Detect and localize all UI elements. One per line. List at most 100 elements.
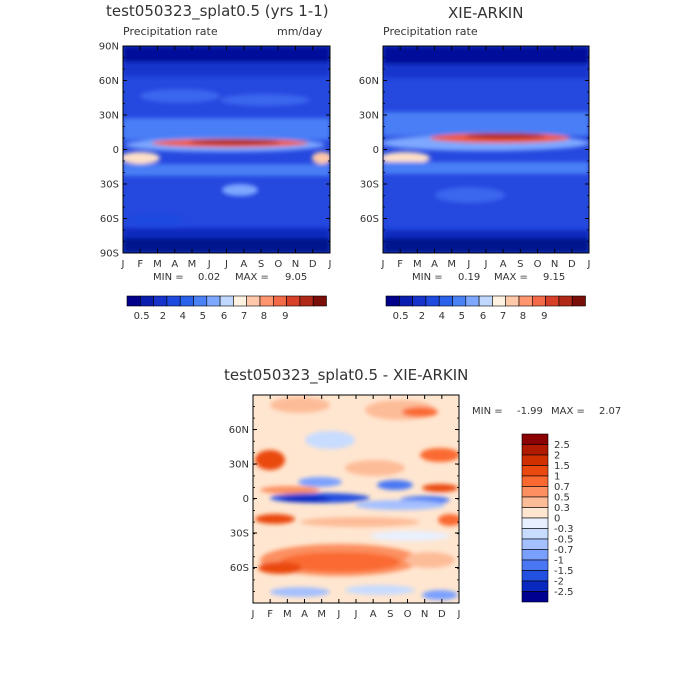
panel3-ytick-label: 60S: [230, 563, 249, 574]
panel1-field: [123, 46, 330, 253]
panel1-xtick-label: M: [153, 259, 162, 270]
colorbar3-swatch: [521, 444, 549, 456]
panel1-xtick-label: A: [240, 259, 247, 270]
colorbar3-swatch: [521, 559, 549, 571]
panel2-xtick-label: D: [568, 259, 576, 270]
colorbar1-label: 9: [282, 311, 288, 322]
panel2-min-label: MIN =: [412, 272, 443, 283]
colorbar1-swatch: [259, 295, 274, 307]
panel3-xtick-label: J: [336, 609, 340, 620]
panel3-xtick-label: J: [457, 609, 461, 620]
colorbar3-label: 1: [554, 472, 560, 483]
colorbar2-swatch: [438, 295, 453, 307]
colorbar1-label: 8: [261, 311, 267, 322]
colorbar1-label: 2: [160, 311, 166, 322]
panel1-min-label: MIN =: [153, 272, 184, 283]
panel3-xtick-label: J: [354, 609, 358, 620]
colorbar3-swatch: [521, 549, 549, 561]
colorbar1-swatch: [312, 295, 327, 307]
panel3-title: test050323_splat0.5 - XIE-ARKIN: [224, 366, 469, 384]
panel1-xtick-label: F: [137, 259, 143, 270]
colorbar1-swatch: [166, 295, 181, 307]
panel3-max-value: 2.07: [599, 406, 622, 417]
colorbar2-swatch: [478, 295, 493, 307]
colorbar1-swatch: [286, 295, 301, 307]
panel3-xtick-label: M: [283, 609, 292, 620]
colorbar2-label: 5: [459, 311, 465, 322]
colorbar3-swatch: [521, 454, 549, 466]
panel1-xtick-label: S: [258, 259, 264, 270]
panel2-max-label: MAX =: [494, 272, 528, 283]
colorbar1-swatch: [272, 295, 287, 307]
colorbar2-swatch: [518, 295, 533, 307]
colorbar1-swatch: [299, 295, 314, 307]
colorbar2-swatch: [571, 295, 586, 307]
colorbar3-swatch: [521, 496, 549, 508]
colorbar3-swatch: [521, 538, 549, 550]
colorbar3-swatch: [521, 517, 549, 529]
panel1-xtick-label: J: [328, 259, 332, 270]
panel2-xtick-label: M: [447, 259, 456, 270]
panel1-ytick-label: 0: [113, 145, 119, 156]
panel3-ytick-label: 30N: [229, 460, 249, 471]
panel3-xtick-label: N: [421, 609, 428, 620]
colorbar1-swatch: [246, 295, 261, 307]
colorbar1-label: 7: [241, 311, 247, 322]
panel3-xtick-label: M: [317, 609, 326, 620]
colorbar3-swatch: [521, 465, 549, 477]
colorbar2-swatch: [465, 295, 480, 307]
panel3-xtick-label: A: [301, 609, 308, 620]
panel3-max-label: MAX =: [551, 406, 585, 417]
colorbar3-swatch: [521, 570, 549, 582]
panel2-title: XIE-ARKIN: [448, 4, 524, 22]
colorbar1-label: 4: [180, 311, 186, 322]
panel2-xtick-label: F: [397, 259, 403, 270]
colorbar2-label: 2: [419, 311, 425, 322]
panel3-min-value: -1.99: [517, 406, 543, 417]
colorbar2-label: 0.5: [393, 311, 409, 322]
panel1-max-label: MAX =: [235, 272, 269, 283]
colorbar3-label: -0.5: [554, 535, 574, 546]
panel3-ytick-label: 30S: [230, 529, 249, 540]
panel2-xtick-label: J: [381, 259, 385, 270]
panel2-ytick-label: 60S: [360, 214, 379, 225]
colorbar2-swatch: [558, 295, 573, 307]
panel3-min-label: MIN =: [472, 406, 503, 417]
colorbar3-swatch: [521, 507, 549, 519]
colorbar2-swatch: [531, 295, 546, 307]
colorbar2-label: 7: [500, 311, 506, 322]
panel1-xtick-label: J: [121, 259, 125, 270]
colorbar3-label: -2.5: [554, 587, 574, 598]
panel1-ytick-label: 30S: [100, 180, 119, 191]
colorbar2-swatch: [412, 295, 427, 307]
panel1-units: mm/day: [277, 25, 323, 38]
panel1-ytick-label: 90S: [100, 249, 119, 260]
panel1-ytick-label: 60S: [100, 214, 119, 225]
colorbar3-swatch: [521, 486, 549, 498]
colorbar3-label: -1.5: [554, 566, 574, 577]
colorbar2-swatch: [505, 295, 520, 307]
colorbar1-label: 5: [200, 311, 206, 322]
colorbar1-swatch: [179, 295, 194, 307]
colorbar1-swatch: [219, 295, 234, 307]
panel3-xtick-label: A: [370, 609, 377, 620]
colorbar3-label: 2: [554, 451, 560, 462]
panel3-xtick-label: S: [387, 609, 393, 620]
panel3-xtick-label: O: [404, 609, 412, 620]
panel1-xtick-label: N: [292, 259, 299, 270]
colorbar2-swatch: [492, 295, 506, 307]
colorbar1-label: 0.5: [134, 311, 150, 322]
colorbar3-swatch: [521, 433, 549, 445]
colorbar3-swatch: [521, 475, 549, 487]
panel2-min-value: 0.19: [458, 272, 481, 283]
panel2-ytick-label: 30N: [359, 111, 379, 122]
panel2-ytick-label: 30S: [360, 180, 379, 191]
colorbar2-swatch: [385, 295, 400, 307]
colorbar3-label: 0.7: [554, 482, 570, 493]
panel2-xtick-label: J: [587, 259, 591, 270]
colorbar3-swatch: [521, 591, 549, 603]
panel2-field: [383, 46, 589, 253]
colorbar2-swatch: [545, 295, 560, 307]
panel2-xtick-label: M: [413, 259, 422, 270]
